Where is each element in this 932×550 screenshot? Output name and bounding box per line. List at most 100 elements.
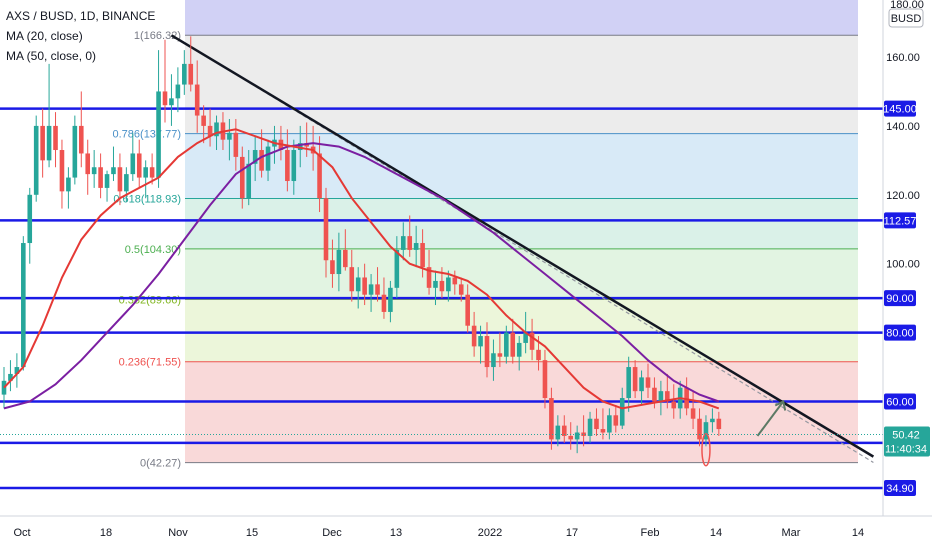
candlestick-series — [1, 36, 722, 454]
candle — [343, 229, 348, 271]
ma20-line — [3, 128, 720, 410]
trend-lines[interactable] — [170, 34, 875, 463]
price-badges: 145.00112.5790.0080.0060.0048.0034.9050.… — [883, 100, 930, 496]
candle-body — [78, 125, 84, 154]
candle-body — [72, 125, 78, 178]
candle — [85, 139, 91, 195]
candle-body — [85, 153, 91, 175]
fib-label: 0(42.27) — [140, 458, 181, 470]
level-badge-text: 34.90 — [886, 483, 914, 495]
symbol-title[interactable]: AXS / BUSD, 1D, BINANCE — [6, 9, 156, 23]
candle — [400, 222, 406, 261]
candle-body — [388, 287, 393, 312]
candle — [233, 119, 239, 171]
candle-body — [336, 249, 342, 275]
candle-body — [594, 418, 599, 430]
projection-arrow — [756, 400, 785, 437]
fib-zone — [185, 361, 858, 463]
candle — [188, 36, 194, 92]
annotations — [0, 400, 883, 467]
candle — [368, 274, 374, 312]
x-tick-label: Oct — [13, 527, 30, 539]
candle — [117, 153, 123, 206]
candle-body — [233, 132, 239, 157]
candle-body — [297, 143, 303, 151]
candle — [697, 408, 702, 447]
candle — [349, 249, 355, 302]
candle — [66, 167, 71, 209]
candle — [8, 360, 13, 392]
candle — [426, 249, 432, 295]
candle — [510, 318, 516, 364]
candle — [703, 415, 709, 447]
y-tick-label: 100.00 — [886, 259, 920, 271]
candle — [478, 325, 483, 364]
candle — [375, 267, 380, 302]
level-badge: 60.00 — [884, 393, 916, 410]
candle — [484, 322, 490, 378]
ma20-legend[interactable]: MA (20, close) — [6, 29, 83, 43]
candle — [1, 367, 7, 409]
candle-body — [291, 150, 297, 182]
x-tick-label: 13 — [390, 527, 402, 539]
candle-body — [130, 153, 136, 175]
candle-body — [639, 377, 644, 392]
candle — [516, 336, 522, 371]
time-axis[interactable]: Oct 18 Nov 15 Dec 13 2022 17 Feb 14 Mar 14 — [13, 527, 864, 539]
candle — [98, 153, 103, 199]
candle — [491, 339, 496, 381]
level-badge: 80.00 — [884, 324, 916, 341]
level-badge-box — [884, 393, 916, 410]
candle-body — [426, 267, 432, 288]
ma50-legend[interactable]: MA (50, close, 0) — [6, 49, 97, 63]
candle — [388, 280, 393, 323]
candle-body — [529, 332, 535, 350]
candle-body — [581, 432, 586, 436]
y-tick-label: 140.00 — [886, 121, 920, 133]
candle-body — [471, 325, 477, 347]
candle-body — [375, 284, 380, 295]
candle — [27, 187, 33, 264]
candle — [40, 108, 45, 178]
moving-averages — [3, 128, 720, 410]
candle-body — [632, 367, 638, 392]
fib-label: 1(166.32) — [134, 30, 181, 42]
x-tick-label: 18 — [100, 527, 112, 539]
chart-legend: AXS / BUSD, 1D, BINANCE MA (20, close) M… — [6, 6, 155, 66]
candle-body — [368, 284, 374, 295]
candle-body — [1, 380, 7, 395]
candle-body — [607, 415, 612, 433]
currency-badge[interactable]: BUSD — [888, 8, 924, 28]
level-badge-box — [884, 100, 916, 117]
candle — [690, 391, 696, 430]
candle-body — [355, 277, 361, 292]
candle — [21, 236, 26, 371]
candle-body — [671, 401, 677, 409]
candle-body — [549, 398, 554, 440]
candle-body — [33, 125, 39, 195]
price-axis[interactable]: 100.00 120.00 140.00 160.00 — [886, 52, 920, 271]
candle — [362, 263, 367, 306]
fib-zone — [185, 35, 858, 134]
candle-body — [413, 243, 419, 250]
candle — [297, 125, 303, 168]
currency-badge-text: BUSD — [891, 13, 922, 25]
main-trendline[interactable] — [170, 34, 875, 458]
level-badge: 90.00 — [884, 290, 916, 307]
candle-body — [536, 349, 541, 361]
candle-body — [317, 153, 322, 199]
candle — [626, 356, 631, 412]
candle-body — [658, 391, 664, 402]
candle-body — [104, 174, 110, 188]
candle — [201, 105, 206, 144]
candle — [91, 150, 97, 188]
candle-body — [504, 332, 509, 357]
candle-body — [710, 418, 715, 423]
candle — [323, 187, 329, 278]
candle-body — [452, 277, 458, 285]
candle-body — [690, 408, 696, 419]
candle-body — [117, 167, 123, 192]
currency-badge-box — [888, 8, 924, 28]
candle — [716, 411, 722, 436]
